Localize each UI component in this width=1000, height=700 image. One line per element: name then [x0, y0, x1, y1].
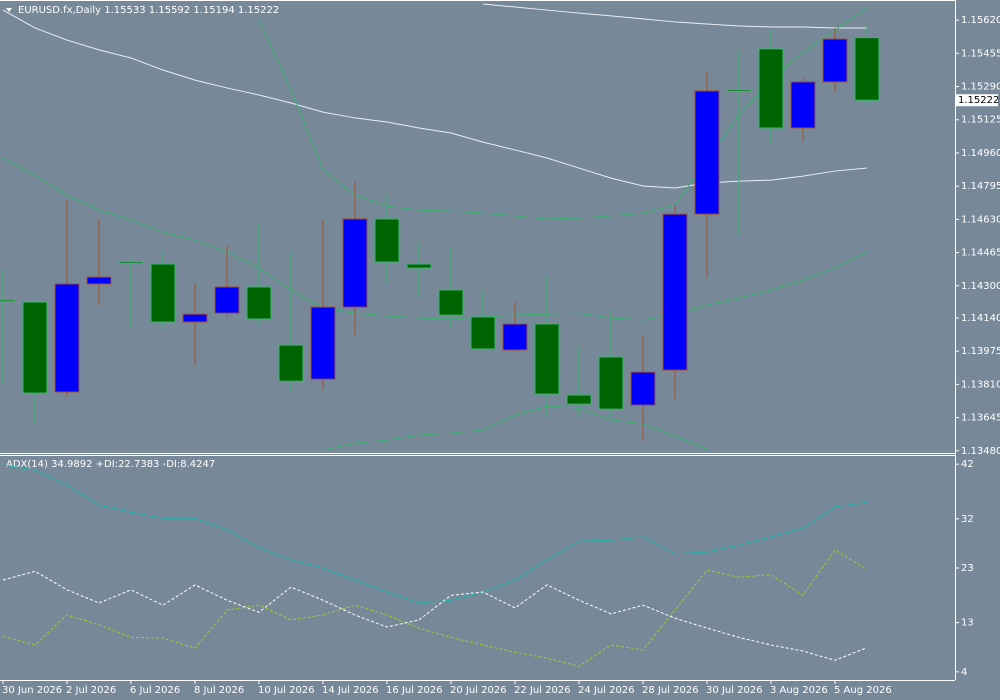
candle-body: [438, 289, 464, 316]
indicator-line: [2, 464, 868, 604]
candle-body: [598, 356, 624, 410]
y-tick-label: 1.15125: [961, 115, 1000, 126]
x-tick-label: 16 Jul 2026: [386, 685, 443, 696]
candle-body: [214, 286, 240, 314]
candle-body: [790, 81, 816, 129]
overlay-line: [2, 9, 868, 189]
x-tick-label: 30 Jun 2026: [2, 685, 62, 696]
indicator-line: [2, 549, 868, 667]
header-low: 1.15194: [193, 5, 234, 16]
y-tick-label: 1.14465: [961, 248, 1000, 259]
candle-body: [310, 306, 336, 380]
y-tick-label: 1.14140: [961, 313, 1000, 324]
y-tick-label: 1.13975: [961, 346, 1000, 357]
y-tick-label: 1.15290: [961, 82, 1000, 93]
candle-body: [406, 263, 432, 269]
x-tick-label: 20 Jul 2026: [450, 685, 507, 696]
pdi-value: 22.7383: [118, 459, 159, 470]
adx-value: 34.9892: [51, 459, 92, 470]
candle-body: [822, 38, 848, 83]
mdi-value: 8.4247: [180, 459, 215, 470]
candle-body: [630, 371, 656, 406]
candle-body: [150, 263, 176, 323]
x-tick-label: 3 Aug 2026: [770, 685, 828, 696]
x-tick-label: 8 Jul 2026: [194, 685, 244, 696]
pdi-name: +DI:: [96, 459, 118, 470]
candle-body: [278, 344, 304, 382]
header-open: 1.15533: [104, 5, 145, 16]
y-tick-label: 1.13480: [961, 446, 1000, 457]
overlay-line: [482, 3, 867, 29]
header-close: 1.15222: [238, 5, 279, 16]
candle-body: [470, 316, 496, 350]
y-tick-label: 23: [961, 563, 974, 574]
y-tick-label: 1.14300: [961, 281, 1000, 292]
y-tick-label: 1.15620: [961, 15, 1000, 26]
adx-name: ADX(14): [6, 459, 48, 470]
y-tick-label: 4: [961, 667, 967, 678]
candle-body: [54, 283, 80, 393]
y-tick-label: 32: [961, 514, 974, 525]
indicator-header: ADX(14) 34.9892 +DI:22.7383 -DI:8.4247: [6, 459, 215, 470]
y-tick-label: 1.13810: [961, 379, 1000, 390]
candle-body: [534, 323, 560, 395]
x-tick-label: 10 Jul 2026: [258, 685, 315, 696]
y-tick-label: 1.15455: [961, 48, 1000, 59]
header-high: 1.15592: [149, 5, 190, 16]
candle-body: [662, 213, 688, 371]
x-tick-label: 2 Jul 2026: [66, 685, 116, 696]
candle-body: [726, 89, 752, 92]
candle-body: [566, 394, 592, 405]
price-label: 1.15222: [958, 95, 999, 106]
x-tick-label: 5 Aug 2026: [834, 685, 892, 696]
x-tick-label: 22 Jul 2026: [514, 685, 571, 696]
indicator-line: [2, 570, 868, 661]
y-tick-label: 42: [961, 459, 974, 470]
x-tick-label: 6 Jul 2026: [130, 685, 180, 696]
candle-body: [502, 323, 528, 351]
candle-body: [854, 37, 880, 101]
mdi-name: -DI:: [163, 459, 181, 470]
x-tick-label: 28 Jul 2026: [642, 685, 699, 696]
y-tick-label: 13: [961, 618, 974, 629]
price-label-box: [956, 94, 998, 107]
y-tick-label: 1.14795: [961, 181, 1000, 192]
menu-arrow[interactable]: [6, 8, 12, 12]
candle-body: [374, 218, 400, 263]
y-tick-label: 1.14630: [961, 214, 1000, 225]
symbol: EURUSD.fx,Daily: [18, 5, 101, 16]
candle-body: [246, 286, 272, 320]
candle-body: [86, 276, 112, 285]
candle-body: [0, 299, 16, 303]
frame: [0, 0, 956, 681]
candle-body: [758, 48, 784, 129]
candle-body: [22, 301, 48, 394]
main-header: EURUSD.fx,Daily 1.15533 1.15592 1.15194 …: [18, 5, 279, 16]
candle-body: [342, 218, 368, 308]
overlay-line: [2, 157, 868, 321]
candle-body: [694, 90, 720, 215]
y-tick-label: 1.13645: [961, 413, 1000, 424]
candle-body: [118, 261, 144, 265]
candle-body: [182, 313, 208, 323]
overlay-line: [322, 405, 708, 451]
y-tick-label: 1.14960: [961, 148, 1000, 159]
x-tick-label: 30 Jul 2026: [706, 685, 763, 696]
x-tick-label: 14 Jul 2026: [322, 685, 379, 696]
x-tick-label: 24 Jul 2026: [578, 685, 635, 696]
